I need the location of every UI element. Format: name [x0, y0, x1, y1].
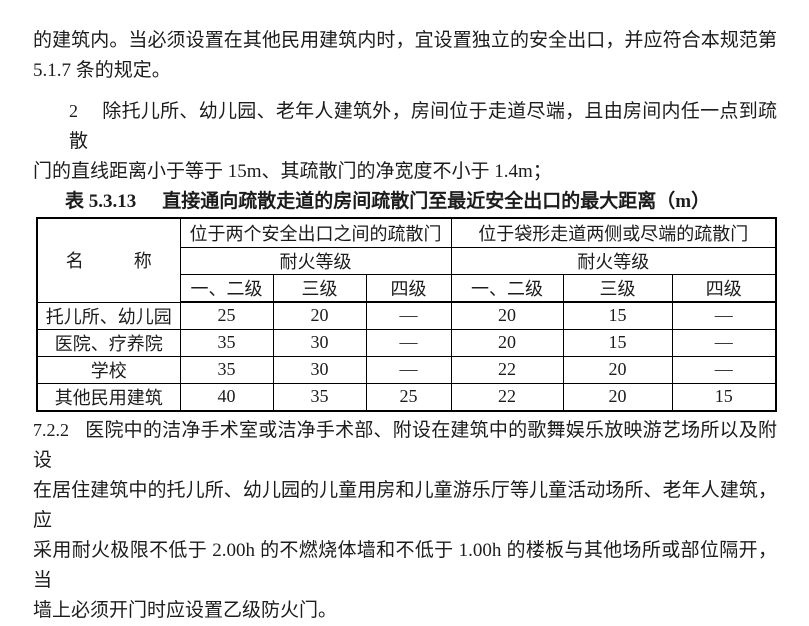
col-header: 三级 [272, 274, 367, 303]
row-name-cell: 托儿所、幼儿园 [36, 301, 181, 330]
value-cell: 20 [272, 301, 367, 330]
value-cell: — [671, 301, 777, 330]
value-cell: 15 [562, 328, 673, 357]
row-name-cell: 学校 [36, 355, 181, 384]
col-header: 三级 [562, 274, 673, 303]
paragraph-intro: 的建筑内。当必须设置在其他民用建筑内时，宜设置独立的安全出口，并应符合本规范第 … [33, 26, 777, 86]
table-caption: 表 5.3.13 直接通向疏散走道的房间疏散门至最近安全出口的最大距离（m） [65, 187, 777, 217]
value-cell: 22 [450, 355, 564, 384]
page-content: 的建筑内。当必须设置在其他民用建筑内时，宜设置独立的安全出口，并应符合本规范第 … [33, 26, 778, 626]
text-line: 7.2.2 医院中的洁净手术室或洁净手术部、附设在建筑中的歌舞娱乐放映游艺场所以及… [33, 415, 777, 476]
text-line: 的建筑内。当必须设置在其他民用建筑内时，宜设置独立的安全出口，并应符合本规范第 [33, 30, 777, 51]
value-cell: — [671, 355, 777, 384]
value-cell: — [365, 301, 452, 330]
col-header: 四级 [365, 274, 452, 303]
text-line: 2 除托儿所、幼儿园、老年人建筑外，房间位于走道尽端，且由房间内任一点到疏散 [33, 96, 777, 157]
value-cell: 15 [671, 382, 777, 411]
value-cell: 15 [562, 301, 673, 330]
value-cell: 35 [272, 382, 367, 411]
text-line: 采用耐火极限不低于 2.00h 的不燃烧体墙和不低于 1.00h 的楼板与其他场… [33, 539, 777, 591]
col-header: 一、二级 [450, 274, 564, 303]
name-header-char: 称 [133, 251, 152, 272]
text-line: 5.1.7 条的规定。 [33, 60, 171, 81]
value-cell: — [671, 328, 777, 357]
value-cell: — [365, 328, 452, 357]
name-header-char: 名 [65, 251, 84, 272]
value-cell: 20 [450, 328, 564, 357]
group-header-dead-end: 位于袋形走道两侧或尽端的疏散门 [450, 217, 777, 248]
value-cell: 25 [179, 301, 274, 330]
value-cell: 22 [450, 382, 564, 411]
text-line: 墙上必须开门时应设置乙级防火门。 [33, 599, 338, 621]
col-header: 四级 [671, 274, 777, 303]
col-header: 一、二级 [179, 274, 274, 303]
value-cell: 20 [562, 382, 673, 411]
value-cell: 20 [450, 301, 564, 330]
clause-number: 7.2.2 [33, 419, 69, 440]
value-cell: 40 [179, 382, 274, 411]
clause-7-2-2-paragraph: 7.2.2 医院中的洁净手术室或洁净手术部、附设在建筑中的歌舞娱乐放映游艺场所以及… [33, 415, 777, 626]
table-number: 表 5.3.13 [65, 191, 137, 212]
table-row: 托儿所、幼儿园 25 20 — 20 15 — [36, 301, 777, 330]
text-run: 除托儿所、幼儿园、老年人建筑外，房间位于走道尽端，且由房间内任一点到疏散 [69, 101, 777, 152]
text-run: 医院中的洁净手术室或洁净手术部、附设在建筑中的歌舞娱乐放映游艺场所以及附设 [33, 419, 777, 471]
value-cell: 20 [562, 355, 673, 384]
text-line: 在居住建筑中的托儿所、幼儿园的儿童用房和儿童游乐厅等儿童活动场所、老年人建筑，应 [33, 479, 777, 531]
value-cell: 30 [272, 355, 367, 384]
value-cell: 35 [179, 355, 274, 384]
table-row: 其他民用建筑 40 35 25 22 20 15 [36, 382, 777, 411]
evacuation-distance-table: 名称 位于两个安全出口之间的疏散门 位于袋形走道两侧或尽端的疏散门 耐火等级 耐… [36, 217, 778, 412]
name-header-cell: 名称 [36, 217, 181, 303]
table-row: 学校 35 30 — 22 20 — [36, 355, 777, 384]
group-header-between-exits: 位于两个安全出口之间的疏散门 [179, 217, 452, 248]
table-title: 直接通向疏散走道的房间疏散门至最近安全出口的最大距离（m） [162, 191, 711, 212]
item-number: 2 [69, 101, 78, 121]
fire-rating-header-left: 耐火等级 [179, 247, 452, 275]
fire-rating-header-right: 耐火等级 [450, 247, 777, 275]
document-page: { "page": { "background": "#ffffff", "te… [33, 30, 778, 621]
row-name-cell: 其他民用建筑 [36, 382, 181, 411]
text-line: 门的直线距离小于等于 15m、其疏散门的净宽度不小于 1.4m； [33, 161, 552, 182]
value-cell: — [365, 355, 452, 384]
value-cell: 35 [179, 328, 274, 357]
row-name-cell: 医院、疗养院 [36, 328, 181, 357]
table-row: 医院、疗养院 35 30 — 20 15 — [36, 328, 777, 357]
value-cell: 25 [365, 382, 452, 411]
value-cell: 30 [272, 328, 367, 357]
clause-item-2-paragraph: 2 除托儿所、幼儿园、老年人建筑外，房间位于走道尽端，且由房间内任一点到疏散 门的… [33, 96, 777, 187]
